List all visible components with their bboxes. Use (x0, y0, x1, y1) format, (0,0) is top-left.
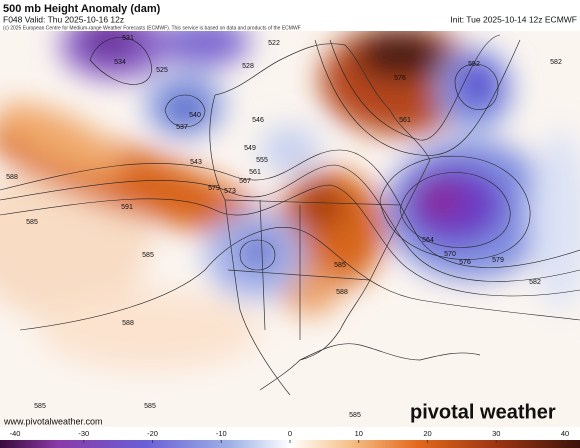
colorbar-tick-label: -30 (78, 429, 89, 438)
map: 5345255285225315405375435465495555615675… (0, 31, 580, 427)
title: 500 mb Height Anomaly (dam) (3, 3, 161, 15)
colorbar-ticks: -40 -30 -20 -10 0 10 20 30 40 (10, 429, 569, 443)
contour-label: 588 (336, 289, 348, 296)
contour-label: 576 (394, 75, 406, 82)
contour-labels: 5345255285225315405375435465495555615675… (6, 35, 562, 419)
contour-label: 534 (114, 59, 126, 66)
valid-time: F048 Valid: Thu 2025-10-16 12z (3, 14, 124, 24)
contour-label: 585 (349, 412, 361, 419)
copyright: (c) 2025 European Centre for Medium-rang… (3, 25, 301, 31)
contour-label: 537 (176, 124, 188, 131)
contour-label: 546 (252, 117, 264, 124)
contour-label: 585 (34, 403, 46, 410)
contour-label: 591 (121, 204, 133, 211)
contour-label: 549 (244, 145, 256, 152)
colorbar-tick-label: 40 (561, 429, 569, 438)
contour-label: 585 (144, 403, 156, 410)
contour-label: 540 (189, 112, 201, 119)
contour-label: 567 (239, 178, 251, 185)
colorbar-tick-label: 10 (355, 429, 363, 438)
contour-label: 561 (399, 117, 411, 124)
contour-label: 552 (468, 61, 480, 68)
contour-label: 579 (208, 185, 220, 192)
colorbar-tick-label: -10 (216, 429, 227, 438)
contour-label: 561 (249, 169, 261, 176)
contour-label: 588 (6, 174, 18, 181)
contour-label: 585 (334, 262, 346, 269)
contour-label: 582 (529, 279, 541, 286)
contour-label: 573 (224, 188, 236, 195)
colorbar-tick-label: 30 (492, 429, 500, 438)
contour-label: 576 (459, 259, 471, 266)
contour-label: 543 (190, 159, 202, 166)
colorbar-tick-label: -40 (10, 429, 21, 438)
website: www.pivotalweather.com (3, 416, 103, 426)
coastlines (209, 43, 481, 396)
colorbar-tick-label: -20 (147, 429, 158, 438)
logo: pivotal weather (410, 401, 556, 423)
contour-label: 555 (256, 157, 268, 164)
contour-label: 585 (142, 252, 154, 259)
contours (0, 34, 580, 331)
contour-label: 531 (122, 35, 134, 42)
contour-label: 528 (242, 63, 254, 70)
contour-label: 525 (156, 67, 168, 74)
colorbar (0, 440, 580, 448)
colorbar-tick-label: 0 (288, 429, 292, 438)
init-time: Init: Tue 2025-10-14 12z ECMWF (450, 14, 577, 24)
contour-label: 522 (268, 40, 280, 47)
colorbar-tick-label: 20 (423, 429, 431, 438)
anomaly-field (0, 31, 580, 370)
contour-label: 579 (492, 257, 504, 264)
contour-label: 570 (444, 251, 456, 258)
contour-label: 588 (122, 320, 134, 327)
contour-label: 585 (26, 219, 38, 226)
contour-label: 582 (550, 59, 562, 66)
contour-label: 564 (422, 237, 434, 244)
